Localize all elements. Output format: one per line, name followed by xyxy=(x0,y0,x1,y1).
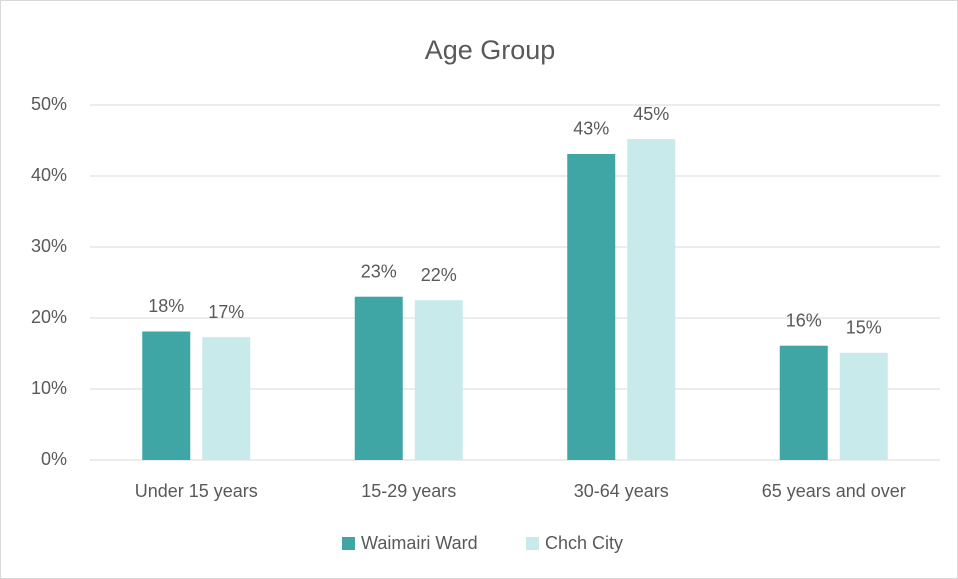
data-label: 22% xyxy=(421,265,457,285)
y-tick-label: 30% xyxy=(31,236,67,256)
bar xyxy=(414,300,463,460)
data-label: 45% xyxy=(633,104,669,124)
data-label: 15% xyxy=(846,318,882,338)
x-tick-label: 15-29 years xyxy=(361,481,456,501)
bar xyxy=(779,345,828,460)
chart-title: Age Group xyxy=(425,35,556,65)
bar xyxy=(142,331,191,460)
legend-label: Waimairi Ward xyxy=(361,533,478,553)
bar xyxy=(202,337,251,460)
legend-swatch xyxy=(526,537,539,550)
legend-label: Chch City xyxy=(545,533,623,553)
bar xyxy=(354,296,403,460)
legend-swatch xyxy=(342,537,355,550)
bar xyxy=(839,352,888,460)
y-tick-label: 20% xyxy=(31,307,67,327)
x-tick-label: 65 years and over xyxy=(762,481,906,501)
y-tick-label: 10% xyxy=(31,378,67,398)
data-label: 16% xyxy=(786,310,822,330)
data-label: 23% xyxy=(361,261,397,281)
x-tick-label: 30-64 years xyxy=(574,481,669,501)
data-label: 17% xyxy=(208,302,244,322)
bar xyxy=(567,153,616,461)
x-tick-label: Under 15 years xyxy=(135,481,258,501)
y-tick-label: 40% xyxy=(31,165,67,185)
y-tick-label: 0% xyxy=(41,449,67,469)
data-label: 18% xyxy=(148,296,184,316)
y-tick-label: 50% xyxy=(31,94,67,114)
data-label: 43% xyxy=(573,119,609,139)
bar xyxy=(627,139,676,460)
